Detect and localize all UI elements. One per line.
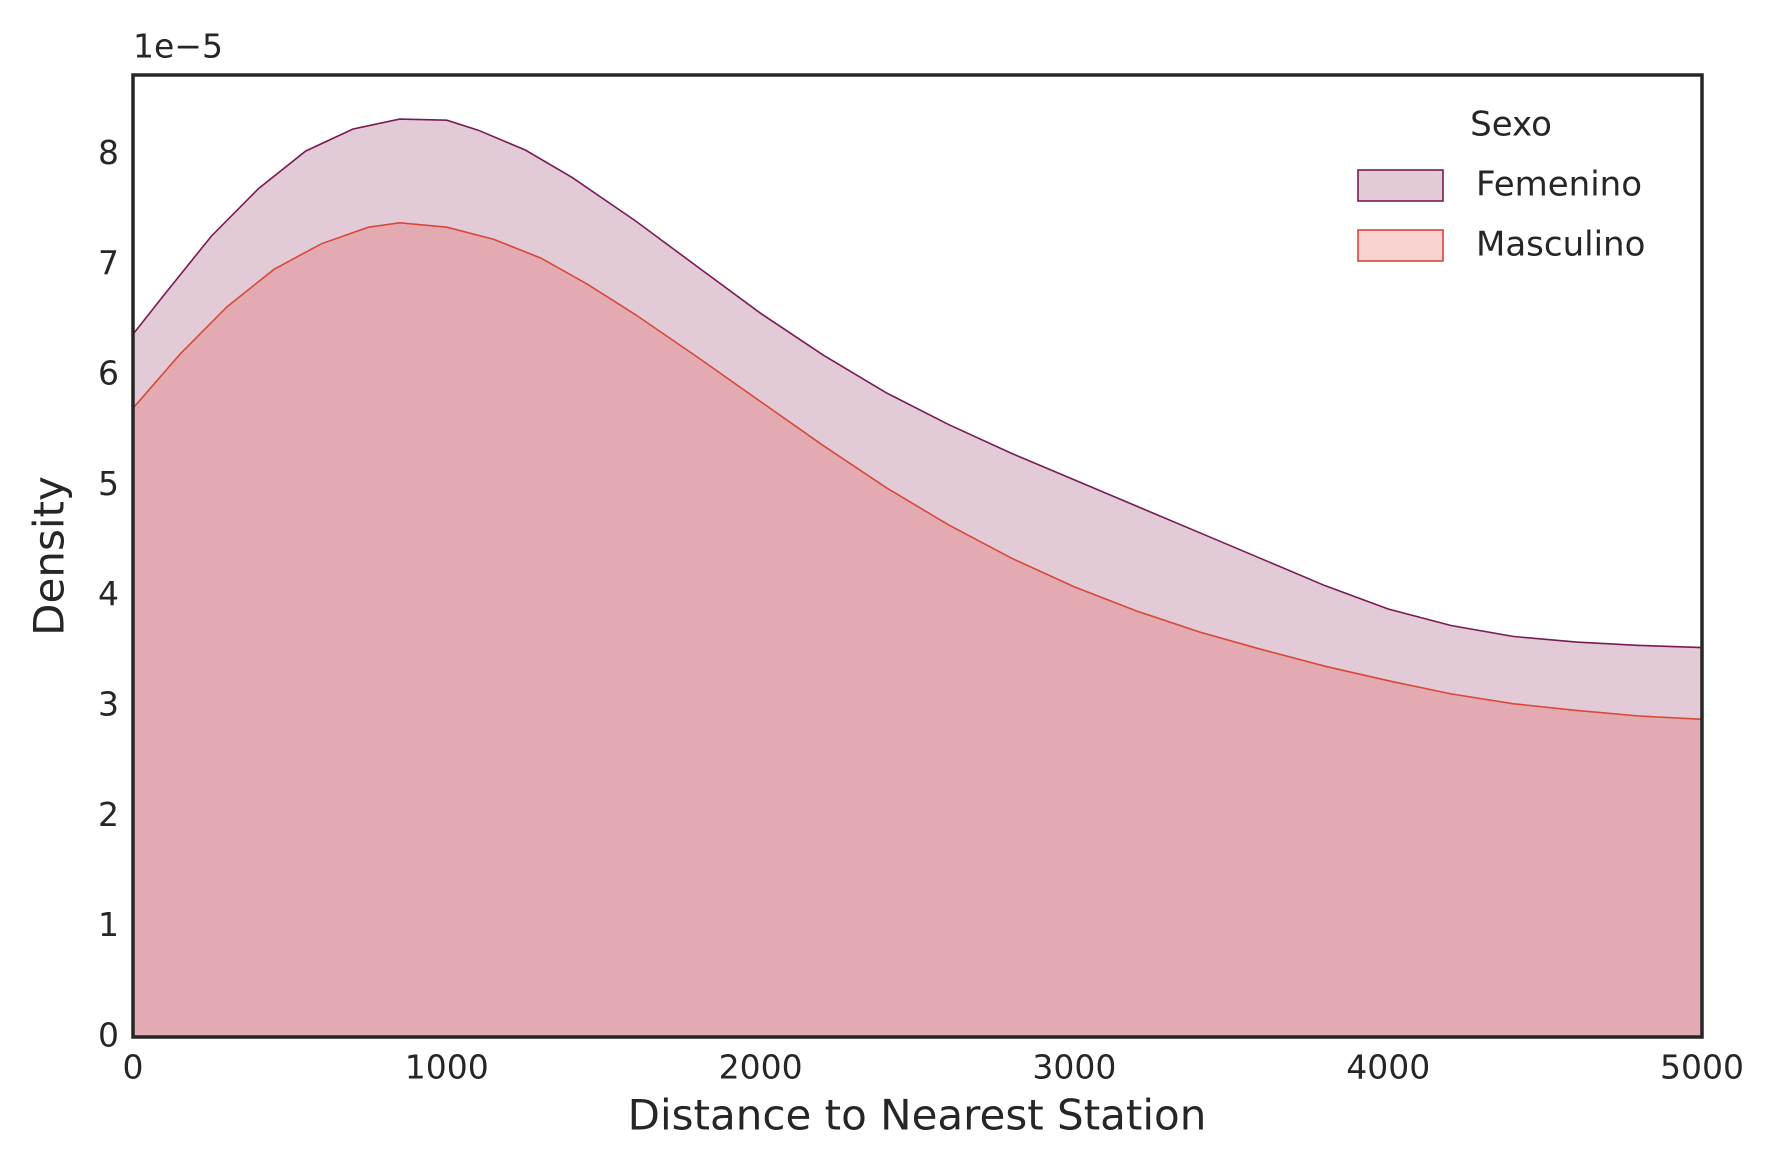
area-line [132, 221, 1703, 721]
legend-label: Femenino [1476, 165, 1642, 205]
x-tick-label: 4000 [1346, 1048, 1430, 1087]
y-tick-label: 2 [98, 795, 119, 834]
plot-frame [131, 73, 1704, 1039]
y-tick-label: 8 [98, 133, 119, 172]
area-fill [133, 119, 1702, 1038]
legend-swatch [1357, 229, 1444, 262]
legend-label: Masculino [1476, 225, 1645, 265]
x-tick-label: 3000 [1032, 1048, 1116, 1087]
x-axis-label: Distance to Nearest Station [628, 1091, 1207, 1140]
y-tick-label: 7 [98, 243, 119, 282]
offset-text: 1e−5 [133, 27, 223, 66]
legend-title: Sexo [1470, 105, 1552, 145]
x-tick-label: 0 [123, 1048, 144, 1087]
legend-swatch [1357, 169, 1444, 202]
y-axis-label: Density [25, 476, 74, 636]
y-tick-label: 3 [98, 685, 119, 724]
area-fill [133, 222, 1702, 1038]
y-tick-label: 6 [98, 354, 119, 393]
x-tick-label: 1000 [405, 1048, 489, 1087]
x-tick-label: 2000 [719, 1048, 803, 1087]
area-line [132, 118, 1703, 649]
y-tick-label: 5 [98, 464, 119, 503]
y-tick-label: 0 [98, 1016, 119, 1055]
y-tick-label: 1 [98, 905, 119, 944]
y-tick-label: 4 [98, 574, 119, 613]
x-tick-label: 5000 [1660, 1048, 1744, 1087]
